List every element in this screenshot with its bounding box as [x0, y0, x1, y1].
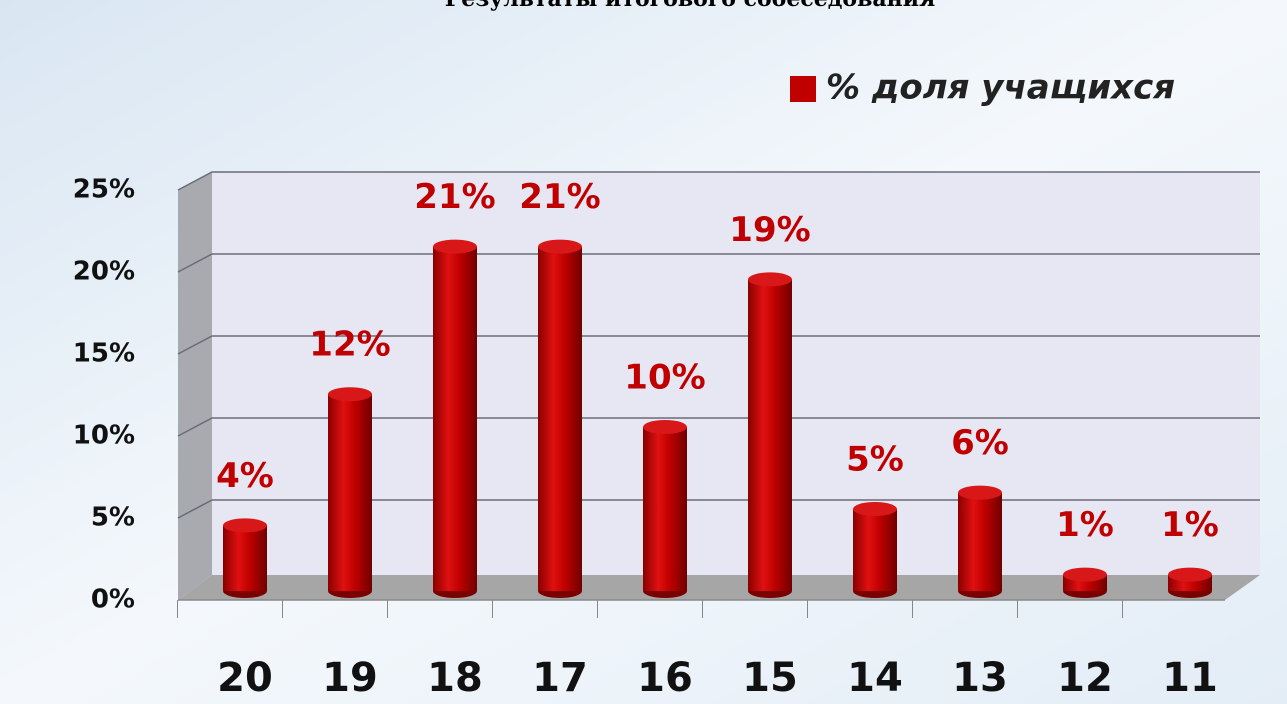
chart-title: Результаты итогового собеседования	[445, 0, 936, 12]
bar-cap	[958, 485, 1002, 500]
bar-cap	[853, 502, 897, 516]
x-tick-label: 16	[637, 655, 693, 701]
grid-line	[177, 499, 1260, 519]
grid-line	[177, 335, 1260, 355]
bar-cap	[328, 387, 372, 402]
data-label: 21%	[414, 177, 495, 217]
x-tick-label: 20	[217, 655, 273, 701]
bar	[643, 427, 687, 591]
x-tick-label: 14	[847, 655, 903, 701]
x-tick-label: 17	[532, 655, 588, 701]
bar	[853, 509, 897, 591]
data-label: 19%	[729, 210, 810, 250]
data-label: 10%	[624, 358, 705, 398]
bar	[433, 246, 477, 591]
bar-cap	[643, 420, 687, 434]
bar	[538, 246, 582, 591]
y-tick-label: 10%	[73, 421, 135, 451]
data-label: 1%	[1056, 505, 1114, 545]
bar-cap	[1063, 567, 1107, 582]
bar-cap	[433, 239, 477, 254]
x-tick-label: 19	[322, 655, 378, 701]
data-label: 5%	[846, 440, 904, 480]
bar	[958, 492, 1002, 591]
grid-line	[177, 171, 1260, 191]
y-tick-label: 20%	[73, 257, 135, 287]
side-wall	[178, 172, 212, 600]
bar-cap	[1168, 567, 1212, 582]
y-tick-label: 25%	[73, 175, 135, 205]
data-label: 1%	[1161, 505, 1219, 545]
bar-cap	[538, 239, 582, 254]
x-tick-label: 18	[427, 655, 483, 701]
bar-cap	[748, 272, 792, 287]
data-label: 4%	[216, 456, 274, 496]
bar-cap	[223, 518, 267, 533]
bar	[223, 525, 267, 591]
data-label: 6%	[951, 423, 1009, 463]
bar	[328, 394, 372, 591]
y-tick-label: 0%	[91, 585, 135, 615]
y-tick-label: 15%	[73, 339, 135, 369]
data-label: 12%	[309, 325, 390, 365]
data-label: 21%	[519, 177, 600, 217]
x-tick-label: 15	[742, 655, 798, 701]
grid-line	[177, 417, 1260, 437]
bar	[748, 279, 792, 591]
x-tick-label: 12	[1057, 655, 1113, 701]
legend-swatch	[790, 76, 816, 102]
x-tick-label: 11	[1162, 655, 1218, 701]
y-tick-label: 5%	[91, 503, 135, 533]
grid-line	[177, 253, 1260, 273]
x-tick-label: 13	[952, 655, 1008, 701]
legend-label: % доля учащихся	[826, 68, 1175, 108]
